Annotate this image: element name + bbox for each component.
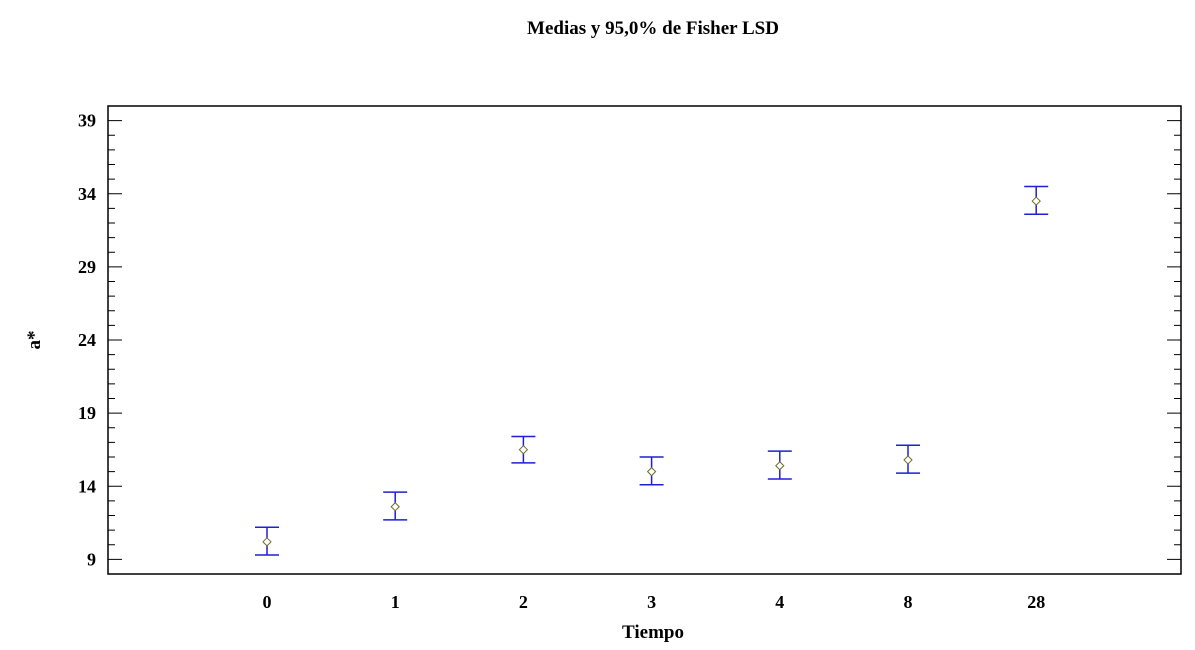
- error-bar-8: [896, 444, 920, 474]
- error-bar-4: [767, 450, 792, 480]
- error-bar-1: [383, 491, 408, 521]
- x-axis-label: Tiempo: [622, 622, 684, 643]
- x-tick-label: 28: [1027, 592, 1045, 612]
- y-tick-label: 14: [78, 476, 96, 496]
- error-bar-2: [511, 435, 536, 464]
- mean-marker: [390, 502, 400, 512]
- error-bar-0: [255, 526, 279, 556]
- y-tick-label: 24: [78, 330, 96, 350]
- x-tick-label: 3: [647, 592, 656, 612]
- data-layer: [255, 185, 1049, 556]
- error-bar-28: [1024, 185, 1049, 215]
- x-tick-label: 0: [263, 592, 272, 612]
- error-bar-3: [639, 456, 664, 486]
- y-tick-label: 19: [78, 403, 96, 423]
- x-tick-label: 8: [904, 592, 913, 612]
- mean-marker: [1031, 196, 1041, 206]
- mean-marker: [646, 466, 657, 477]
- y-tick-label: 34: [78, 184, 96, 204]
- y-tick-label: 39: [78, 111, 96, 131]
- x-tick-label: 1: [391, 592, 400, 612]
- mean-marker: [518, 444, 529, 455]
- plot-frame: [107, 105, 1182, 575]
- mean-marker: [775, 461, 785, 471]
- y-axis-label: a*: [24, 331, 45, 350]
- mean-marker: [903, 455, 913, 465]
- chart-title: Medias y 95,0% de Fisher LSD: [527, 18, 779, 39]
- mean-marker: [262, 537, 272, 547]
- y-tick-label: 9: [87, 549, 96, 569]
- x-tick-label: 2: [519, 592, 528, 612]
- y-tick-label: 29: [78, 257, 96, 277]
- x-tick-label: 4: [775, 592, 784, 612]
